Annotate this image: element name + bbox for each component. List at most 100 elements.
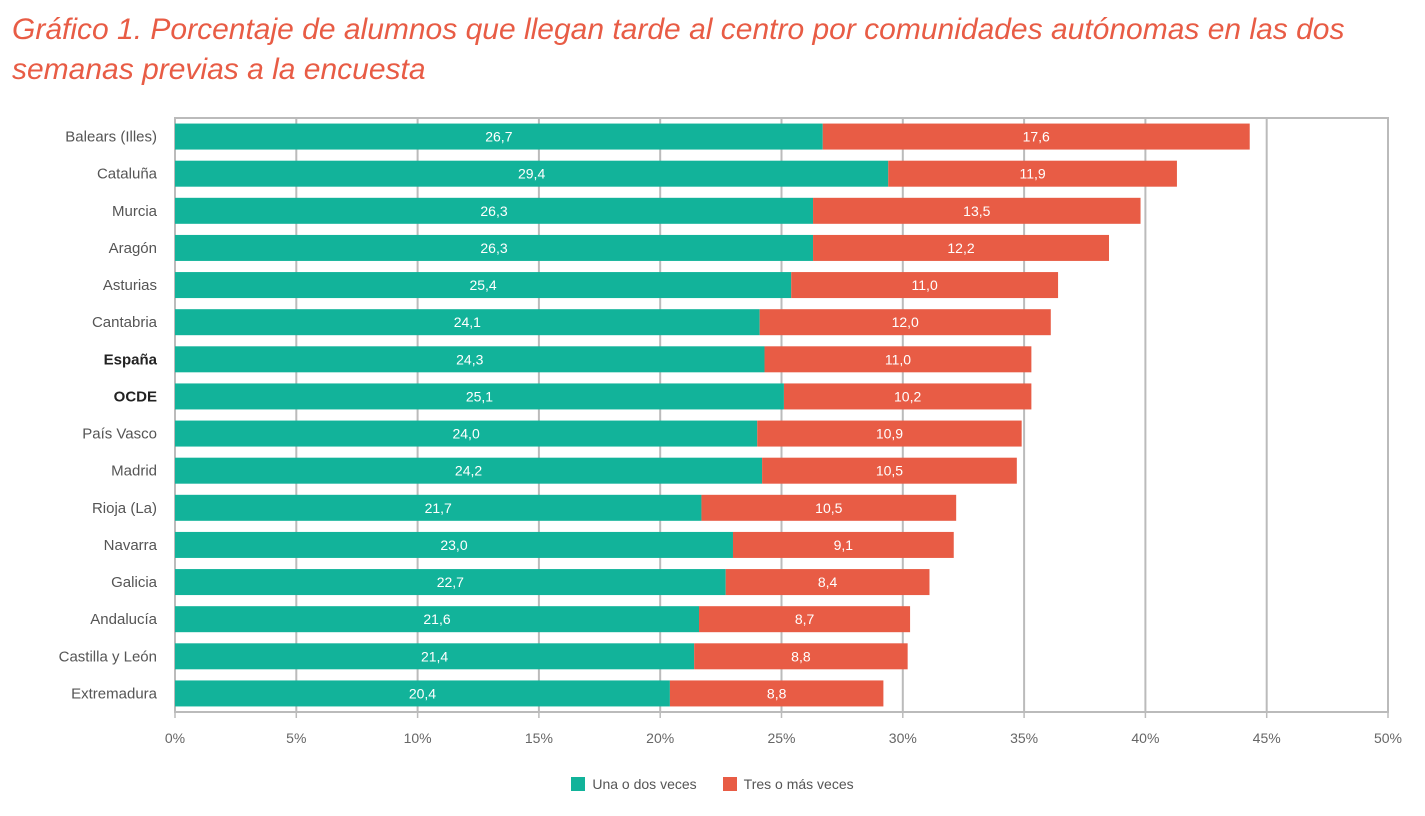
category-label: Murcia: [112, 203, 158, 220]
bar-tres-o-mas-veces: [888, 160, 1177, 187]
bar-una-o-dos-veces: [175, 272, 792, 299]
category-label: País Vasco: [82, 426, 157, 443]
data-label-una-o-dos-veces: 21,4: [421, 648, 448, 664]
data-label-tres-o-mas-veces: 8,8: [767, 685, 787, 701]
bar-tres-o-mas-veces: [762, 457, 1017, 484]
data-label-una-o-dos-veces: 26,7: [485, 129, 512, 145]
x-tick-label: 0%: [165, 730, 185, 746]
data-label-una-o-dos-veces: 24,3: [456, 351, 483, 367]
bar-una-o-dos-veces: [175, 197, 814, 224]
legend-swatch-series2: [722, 777, 737, 791]
x-tick-label: 15%: [525, 730, 553, 746]
category-label: Galicia: [111, 574, 158, 591]
bar-tres-o-mas-veces: [725, 569, 930, 596]
category-label: Asturias: [103, 277, 157, 294]
bar-una-o-dos-veces: [175, 457, 763, 484]
bar-tres-o-mas-veces: [699, 606, 911, 633]
data-label-tres-o-mas-veces: 10,5: [876, 463, 903, 479]
legend: Una o dos veces Tres o más veces: [0, 776, 1425, 792]
data-label-una-o-dos-veces: 29,4: [518, 166, 545, 182]
bar-una-o-dos-veces: [175, 123, 823, 150]
x-tick-label: 10%: [404, 730, 432, 746]
category-label: Navarra: [104, 537, 158, 554]
category-label: Andalucía: [90, 611, 157, 628]
bar-una-o-dos-veces: [175, 569, 726, 596]
x-tick-label: 30%: [889, 730, 917, 746]
bar-tres-o-mas-veces: [757, 420, 1022, 447]
data-label-tres-o-mas-veces: 10,2: [894, 388, 921, 404]
bar-tres-o-mas-veces: [732, 531, 954, 558]
bar-una-o-dos-veces: [175, 234, 814, 261]
data-label-una-o-dos-veces: 24,1: [454, 314, 481, 330]
x-tick-label: 45%: [1253, 730, 1281, 746]
bar-una-o-dos-veces: [175, 531, 733, 558]
legend-swatch-series1: [571, 777, 586, 791]
data-label-tres-o-mas-veces: 10,5: [815, 500, 842, 516]
data-label-una-o-dos-veces: 22,7: [437, 574, 464, 590]
category-label: Aragón: [109, 240, 157, 257]
category-label: Balears (Illes): [65, 129, 157, 146]
data-label-una-o-dos-veces: 25,1: [466, 388, 493, 404]
bar-tres-o-mas-veces: [764, 346, 1032, 373]
bar-una-o-dos-veces: [175, 606, 700, 633]
x-tick-label: 35%: [1010, 730, 1038, 746]
legend-item-series2: Tres o más veces: [722, 776, 854, 792]
bar-tres-o-mas-veces: [701, 494, 957, 521]
bar-una-o-dos-veces: [175, 643, 695, 670]
data-label-una-o-dos-veces: 26,3: [480, 240, 507, 256]
x-tick-label: 5%: [286, 730, 306, 746]
data-label-una-o-dos-veces: 21,7: [425, 500, 452, 516]
bar-tres-o-mas-veces: [791, 272, 1059, 299]
bar-tres-o-mas-veces: [669, 680, 884, 707]
data-label-tres-o-mas-veces: 11,0: [912, 277, 938, 293]
x-tick-label: 50%: [1374, 730, 1402, 746]
bar-una-o-dos-veces: [175, 383, 784, 410]
axis-layer: 0% 5% 10% 15% 20% 25% 30% 35% 40% 45% 50% Balears (…: [59, 129, 1402, 746]
category-label: Castilla y León: [59, 648, 157, 665]
data-label-tres-o-mas-veces: 11,0: [885, 351, 911, 367]
category-label: Cataluña: [97, 166, 158, 183]
category-label: OCDE: [114, 388, 157, 405]
data-label-tres-o-mas-veces: 17,6: [1023, 129, 1050, 145]
x-tick-label: 40%: [1131, 730, 1159, 746]
bar-tres-o-mas-veces: [694, 643, 908, 670]
legend-label-series2: Tres o más veces: [743, 776, 854, 792]
data-label-tres-o-mas-veces: 10,9: [876, 426, 903, 442]
data-label-una-o-dos-veces: 24,0: [452, 426, 479, 442]
bar-una-o-dos-veces: [175, 346, 765, 373]
bar-una-o-dos-veces: [175, 160, 889, 187]
labels-layer: 26,7 17,6 29,4 11,9 26,3 13,5 26,3 12,2 25,4 11,0…: [409, 129, 1050, 702]
category-label: Madrid: [111, 463, 157, 480]
data-label-tres-o-mas-veces: 13,5: [963, 203, 990, 219]
category-label: Cantabria: [92, 314, 158, 331]
category-label: Rioja (La): [92, 500, 157, 517]
chart-title: Gráfico 1. Porcentaje de alumnos que lle…: [12, 13, 1345, 86]
bars-layer: [175, 123, 1250, 707]
data-label-una-o-dos-veces: 24,2: [455, 463, 482, 479]
data-label-tres-o-mas-veces: 12,0: [892, 314, 919, 330]
data-label-una-o-dos-veces: 25,4: [469, 277, 496, 293]
bar-tres-o-mas-veces: [759, 309, 1051, 336]
data-label-tres-o-mas-veces: 9,1: [834, 537, 854, 553]
category-label: España: [104, 351, 158, 368]
data-label-tres-o-mas-veces: 8,8: [791, 648, 811, 664]
bar-una-o-dos-veces: [175, 420, 758, 447]
bar-tres-o-mas-veces: [783, 383, 1032, 410]
data-label-una-o-dos-veces: 26,3: [480, 203, 507, 219]
legend-item-series1: Una o dos veces: [571, 776, 697, 792]
legend-label-series1: Una o dos veces: [592, 776, 697, 792]
category-label: Extremadura: [71, 685, 158, 702]
bar-una-o-dos-veces: [175, 309, 760, 336]
bar-tres-o-mas-veces: [822, 123, 1250, 150]
bar-tres-o-mas-veces: [813, 234, 1110, 261]
data-label-tres-o-mas-veces: 12,2: [947, 240, 974, 256]
data-label-una-o-dos-veces: 21,6: [423, 611, 450, 627]
data-label-tres-o-mas-veces: 11,9: [1019, 166, 1045, 182]
bar-una-o-dos-veces: [175, 680, 670, 707]
data-label-tres-o-mas-veces: 8,7: [795, 611, 815, 627]
data-label-tres-o-mas-veces: 8,4: [818, 574, 838, 590]
bar-una-o-dos-veces: [175, 494, 702, 521]
x-tick-label: 20%: [646, 730, 674, 746]
x-tick-label: 25%: [767, 730, 795, 746]
